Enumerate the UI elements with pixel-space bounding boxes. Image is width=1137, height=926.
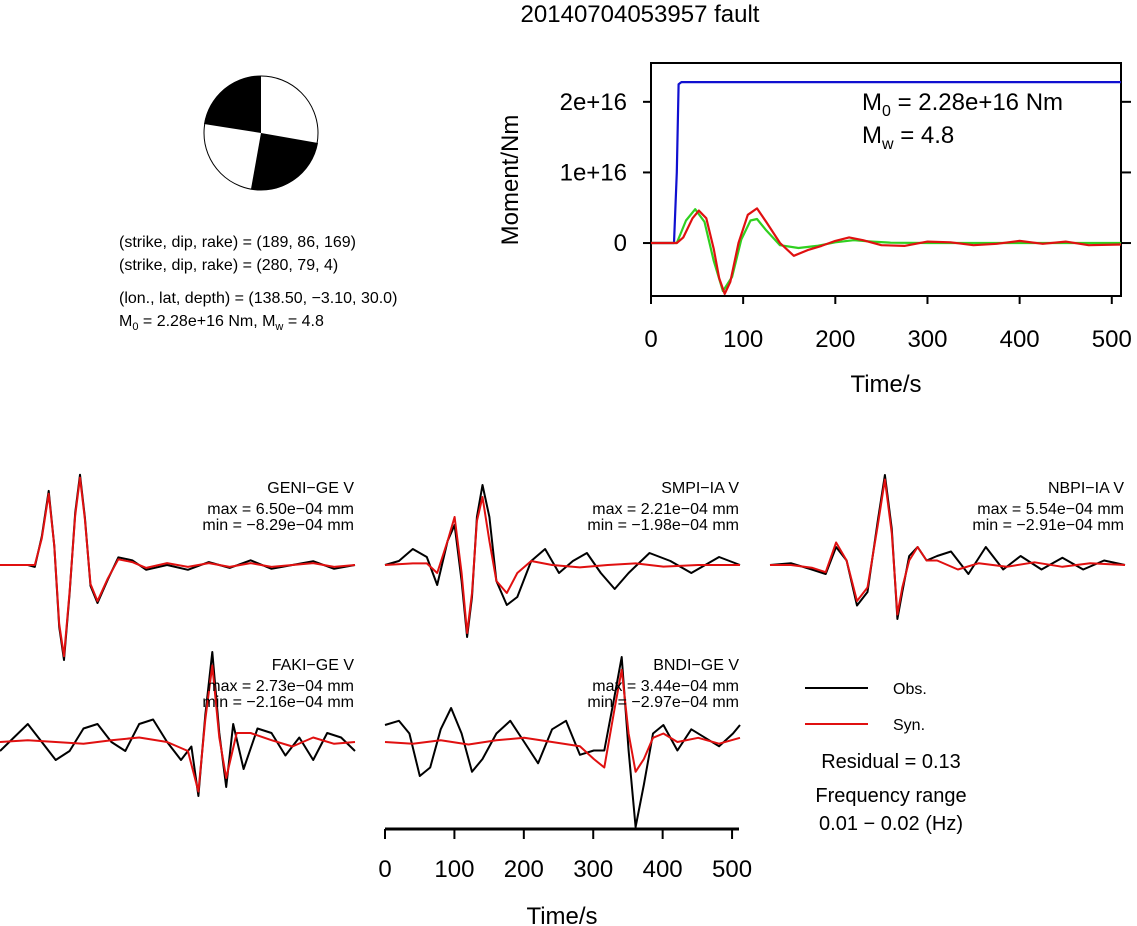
stf-x-tick-label: 300	[907, 326, 947, 353]
station-min-smpi: min = −1.98e−04 mm	[587, 517, 739, 534]
beachball-compression-nw	[204, 75, 261, 133]
stf-y-axis-label: Moment/Nm	[497, 115, 524, 246]
legend: Obs. Syn.	[805, 681, 927, 734]
frequency-range-value: 0.01 − 0.02 (Hz)	[819, 813, 963, 835]
stf-synthetic-fit-line	[651, 207, 1122, 295]
station-max-geni: max = 6.50e−04 mm	[207, 501, 354, 518]
stf-y-tick-label: 0	[614, 230, 627, 257]
station-max-bndi: max = 3.44e−04 mm	[592, 678, 739, 695]
stf-x-tick-label: 100	[723, 326, 763, 353]
stf-m0-annotation: M0 = 2.28e+16 Nm	[862, 89, 1063, 120]
stf-x-tick-label: 400	[1000, 326, 1040, 353]
waveform-x-tick-label: 100	[434, 856, 474, 883]
beachball-icon	[203, 75, 319, 191]
station-min-bndi: min = −2.97e−04 mm	[587, 694, 739, 711]
waveform-x-tick-label: 400	[643, 856, 683, 883]
stf-x-tick-label: 0	[644, 326, 657, 353]
observed-waveform-nbpi	[769, 474, 1126, 620]
nodal-plane-2: (strike, dip, rake) = (280, 79, 4)	[119, 257, 338, 274]
source-parameters: (strike, dip, rake) = (189, 86, 169) (st…	[119, 234, 397, 333]
legend-obs-label: Obs.	[893, 681, 927, 698]
legend-syn-label: Syn.	[893, 717, 925, 734]
stf-mw-annotation: Mw = 4.8	[862, 122, 954, 153]
stf-moment-rate-line	[651, 208, 1121, 293]
stf-y-tick-label: 1e+16	[560, 159, 627, 186]
observed-waveform-faki	[0, 651, 356, 797]
waveform-panels	[0, 473, 1126, 828]
waveform-time-axis: 0 100 200 300 400 500	[378, 827, 752, 883]
beachball-compression-se	[251, 133, 318, 191]
station-labels: GENI−GE V max = 6.50e−04 mm min = −8.29e…	[202, 480, 1124, 711]
station-name-geni: GENI−GE V	[267, 480, 354, 497]
station-name-smpi: SMPI−IA V	[661, 480, 739, 497]
synthetic-waveform-bndi	[384, 668, 741, 773]
observed-waveform-bndi	[384, 656, 741, 828]
stf-x-tick-label: 200	[815, 326, 855, 353]
station-max-smpi: max = 2.21e−04 mm	[592, 501, 739, 518]
stf-x-tick-label: 500	[1092, 326, 1132, 353]
waveform-x-tick-label: 300	[573, 856, 613, 883]
waveform-x-tick-label: 200	[504, 856, 544, 883]
figure-title: 20140704053957 fault	[521, 1, 760, 28]
stf-y-tick-label: 2e+16	[560, 89, 627, 116]
frequency-range-label: Frequency range	[815, 785, 966, 807]
station-min-geni: min = −8.29e−04 mm	[202, 517, 354, 534]
station-name-nbpi: NBPI−IA V	[1048, 480, 1124, 497]
synthetic-waveform-faki	[0, 664, 356, 793]
station-min-faki: min = −2.16e−04 mm	[202, 694, 354, 711]
synthetic-waveform-geni	[0, 476, 356, 658]
synthetic-waveform-nbpi	[770, 478, 1126, 616]
station-name-faki: FAKI−GE V	[272, 657, 355, 674]
waveform-x-tick-label: 500	[712, 856, 752, 883]
residual-text: Residual = 0.13	[821, 751, 961, 773]
station-name-bndi: BNDI−GE V	[653, 657, 739, 674]
stf-series-group	[651, 80, 1122, 295]
moment-function-panel: 0 100 200 300 400 500 0 1e+16 2e+16 Moment/Nm Ti…	[497, 62, 1132, 398]
station-min-nbpi: min = −2.91e−04 mm	[972, 517, 1124, 534]
stf-plot-frame	[650, 62, 1122, 297]
observed-waveform-smpi	[384, 484, 741, 638]
synthetic-waveform-smpi	[384, 496, 740, 634]
nodal-plane-1: (strike, dip, rake) = (189, 86, 169)	[119, 234, 356, 251]
station-max-nbpi: max = 5.54e−04 mm	[977, 501, 1124, 518]
waveform-x-axis-label: Time/s	[526, 903, 597, 926]
waveform-x-tick-label: 0	[378, 856, 391, 883]
hypocenter-location: (lon., lat, depth) = (138.50, −3.10, 30.…	[119, 290, 397, 307]
station-max-faki: max = 2.73e−04 mm	[207, 678, 354, 695]
moment-magnitude-line: M0 = 2.28e+16 Nm, Mw = 4.8	[119, 313, 324, 333]
stf-x-axis-label: Time/s	[850, 371, 921, 398]
stf-axis-ticks: 0 100 200 300 400 500 0 1e+16 2e+16	[560, 89, 1132, 353]
